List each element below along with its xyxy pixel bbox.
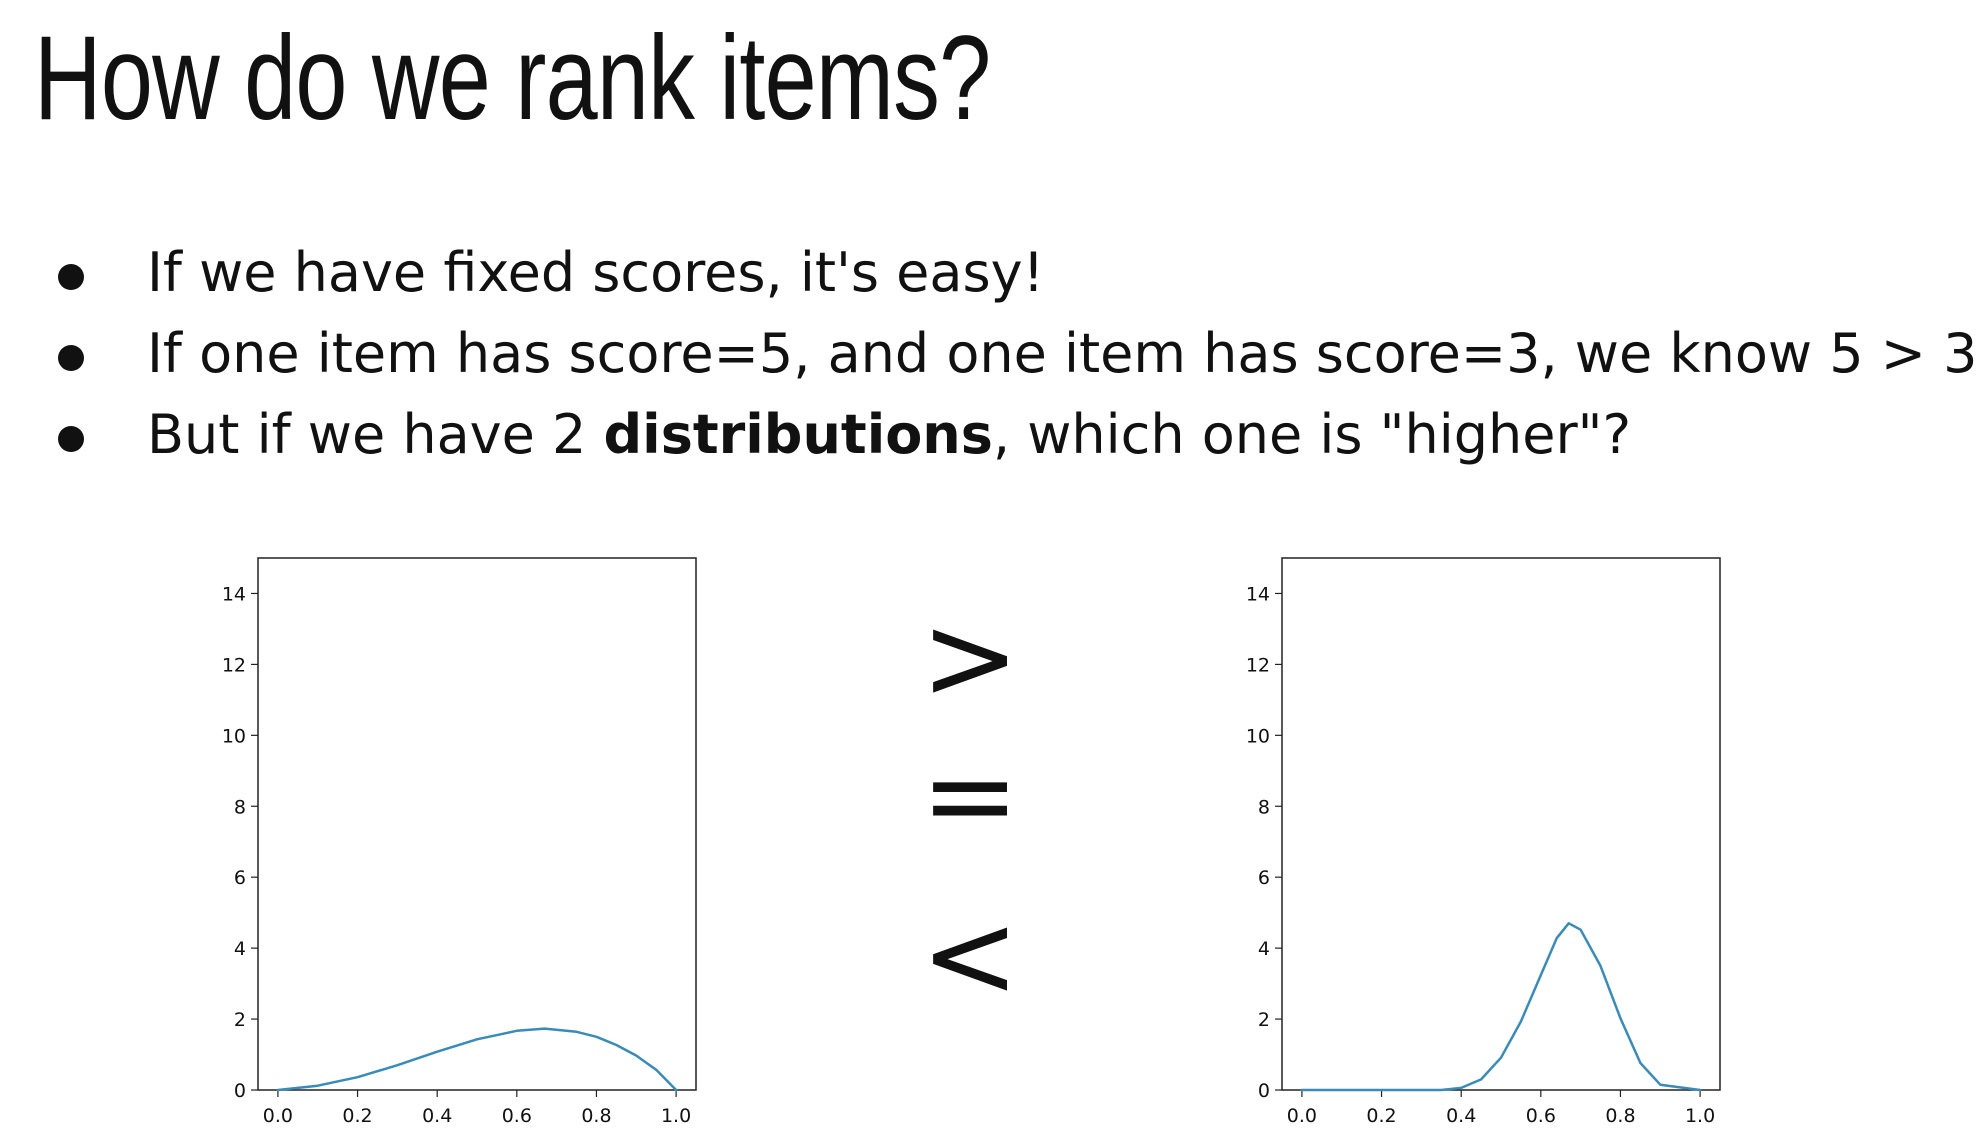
left-chart-x-tick-label: 0.8 (581, 1105, 611, 1127)
bullet-dot-icon (58, 345, 84, 371)
left-chart-y-tick-label: 4 (234, 938, 246, 960)
left-chart-y-tick-label: 10 (222, 725, 246, 747)
left-chart-series-line (276, 1027, 678, 1092)
left-chart-x-tick-label: 0.4 (422, 1105, 452, 1127)
left-chart-x-tick-label: 0.6 (502, 1105, 532, 1127)
left-chart-y-tick-label: 2 (234, 1009, 246, 1031)
bullet-dot-icon (58, 426, 84, 452)
right-chart-x-tick-label: 1.0 (1685, 1105, 1715, 1127)
right-chart-plot-frame (1281, 557, 1721, 1091)
right-chart-y-tick-label: 10 (1246, 725, 1270, 747)
bullet-text-plain: But if we have 2 (147, 403, 604, 466)
left-chart-svg: 0.0 0.2 0.4 0.6 0.8 1.0 0 2 4 6 8 10 12 14 (222, 557, 697, 1127)
right-chart-x-tick-label: 0.2 (1366, 1105, 1396, 1127)
left-chart-y-tick-label: 14 (222, 583, 246, 605)
bullet-text-plain: If we have fixed scores, it's easy! (147, 241, 1045, 304)
right-chart-y-tick-label: 14 (1246, 583, 1270, 605)
bullet-text: If one item has score=5, and one item ha… (147, 313, 1978, 394)
greater-than-symbol: > (920, 588, 1020, 726)
right-distribution-chart: 0.0 0.2 0.4 0.6 0.8 1.0 0 2 4 6 8 10 12 14 (1214, 540, 1734, 1140)
right-chart-x-tick-label: 0.0 (1287, 1105, 1317, 1127)
left-chart-y-tick-label: 8 (234, 796, 246, 818)
right-chart-y-tick-label: 2 (1258, 1009, 1270, 1031)
left-chart-y-tick-label: 0 (234, 1080, 246, 1102)
left-chart-y-tick-label: 6 (234, 867, 246, 889)
bullet-text-plain: , which one is "higher"? (992, 403, 1632, 466)
right-chart-x-tick-label: 0.6 (1526, 1105, 1556, 1127)
bullet-text-plain: If one item has score=5, and one item ha… (147, 322, 1978, 385)
left-chart-y-tick-label: 12 (222, 654, 246, 676)
right-chart-svg: 0.0 0.2 0.4 0.6 0.8 1.0 0 2 4 6 8 10 12 14 (1246, 557, 1721, 1127)
right-chart-x-tick-label: 0.4 (1446, 1105, 1476, 1127)
left-chart-x-tick-label: 0.0 (263, 1105, 293, 1127)
left-chart-plot-frame (257, 557, 697, 1091)
right-chart-series-line (1300, 922, 1702, 1092)
bullet-text: But if we have 2 distributions, which on… (147, 394, 1631, 475)
right-chart-y-tick-label: 4 (1258, 938, 1270, 960)
left-chart-x-tick-label: 1.0 (661, 1105, 691, 1127)
right-chart-y-tick-label: 8 (1258, 796, 1270, 818)
right-chart-y-tick-label: 12 (1246, 654, 1270, 676)
right-chart-x-tick-label: 0.8 (1605, 1105, 1635, 1127)
slide-title: How do we rank items? (34, 11, 991, 145)
right-chart-y-tick-label: 0 (1258, 1080, 1270, 1102)
bullet-text-bold: distributions (603, 403, 993, 466)
bullet-text: If we have fixed scores, it's easy! (147, 232, 1044, 313)
left-distribution-chart: 0.0 0.2 0.4 0.6 0.8 1.0 0 2 4 6 8 10 12 14 (190, 540, 710, 1140)
right-chart-y-tick-label: 6 (1258, 867, 1270, 889)
left-chart-x-tick-label: 0.2 (342, 1105, 372, 1127)
less-than-symbol: < (920, 886, 1020, 1024)
bullet-dot-icon (58, 264, 84, 290)
equals-symbol: = (920, 726, 1020, 864)
